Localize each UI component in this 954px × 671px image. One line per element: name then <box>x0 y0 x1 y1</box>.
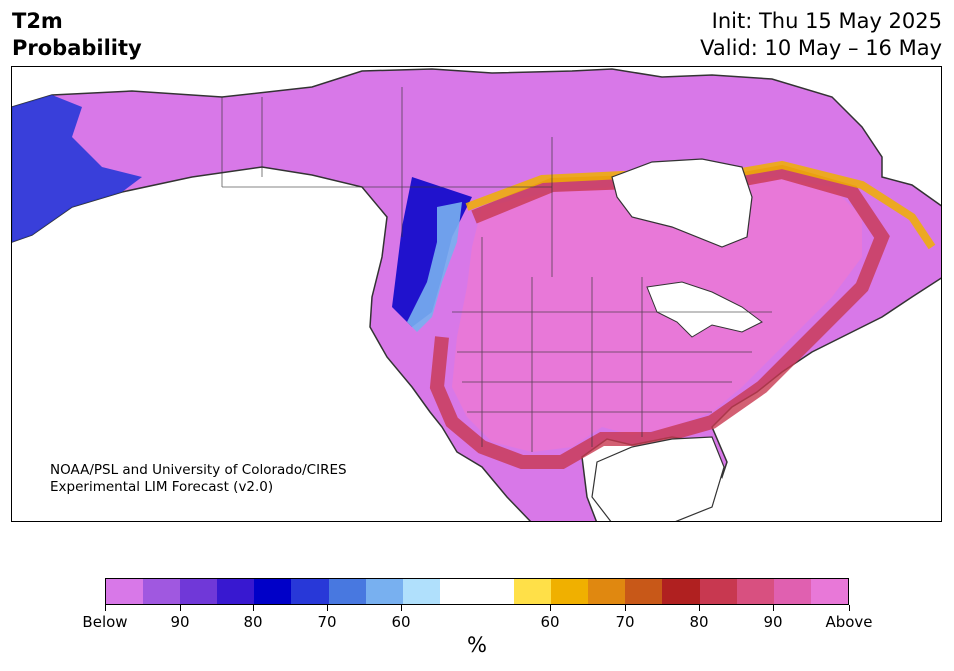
colorbar-tick-label: 90 <box>763 613 783 631</box>
credit-line-2: Experimental LIM Forecast (v2.0) <box>50 479 274 495</box>
colorbar-segment <box>365 579 403 604</box>
colorbar-segment <box>291 579 329 604</box>
title-line-2: Probability <box>12 36 142 60</box>
colorbar-segment <box>625 579 663 604</box>
valid-range: Valid: 10 May – 16 May <box>700 36 942 60</box>
colorbar-segment <box>217 579 255 604</box>
colorbar-segment <box>402 579 440 604</box>
colorbar-segment <box>773 579 811 604</box>
colorbar-tick <box>253 605 254 611</box>
colorbar-tick <box>550 605 551 611</box>
colorbar-tick-label: 80 <box>243 613 263 631</box>
credit-line-1: NOAA/PSL and University of Colorado/CIRE… <box>50 462 347 478</box>
title-line-1: T2m <box>12 9 63 33</box>
colorbar-tick-label: 60 <box>391 613 411 631</box>
warm-region-core <box>452 177 862 452</box>
colorbar-tick-label: Below <box>82 613 128 631</box>
colorbar-tick <box>699 605 700 611</box>
probability-map <box>12 68 941 521</box>
warm-ring-orange <box>465 160 936 250</box>
colorbar-tick-label: 80 <box>689 613 709 631</box>
colorbar-segment <box>439 579 477 604</box>
colorbar-segment <box>588 579 626 604</box>
colorbar-segment <box>328 579 366 604</box>
colorbar-segment <box>551 579 589 604</box>
great-lakes <box>646 281 763 338</box>
state-borders <box>221 87 772 452</box>
colorbar-tick <box>625 605 626 611</box>
gulf-of-mexico <box>591 436 725 521</box>
colorbar-segment <box>662 579 700 604</box>
init-date: Init: Thu 15 May 2025 <box>711 9 942 33</box>
colorbar-tick-label: 90 <box>170 613 190 631</box>
colorbar-segment <box>180 579 218 604</box>
colorbar-tick <box>327 605 328 611</box>
colorbar-tick-label: 60 <box>540 613 560 631</box>
colorbar-segment <box>106 579 144 604</box>
cold-band <box>12 95 142 242</box>
cool-band-west <box>407 202 462 332</box>
colorbar-segment <box>143 579 181 604</box>
colorbar-unit: % <box>467 633 487 657</box>
colorbar-segment <box>514 579 552 604</box>
colorbar-segment <box>476 579 515 604</box>
colorbar-tick <box>180 605 181 611</box>
colorbar <box>105 578 849 605</box>
colorbar-tick-label: 70 <box>317 613 337 631</box>
hudson-bay <box>611 158 753 248</box>
colorbar-tick <box>105 605 106 611</box>
chart-title: T2m Probability <box>12 8 142 62</box>
colorbar-tick-label: 70 <box>615 613 635 631</box>
colorbar-tick-label: Above <box>825 613 873 631</box>
colorbar-segment <box>254 579 292 604</box>
date-info: Init: Thu 15 May 2025 Valid: 10 May – 16… <box>700 8 942 62</box>
colorbar-tick <box>773 605 774 611</box>
colorbar-segment <box>736 579 774 604</box>
credit-text: NOAA/PSL and University of Colorado/CIRE… <box>50 462 347 496</box>
colorbar-tick <box>849 605 850 611</box>
map-panel: NOAA/PSL and University of Colorado/CIRE… <box>11 66 942 522</box>
colorbar-segment <box>810 579 848 604</box>
colorbar-tick <box>401 605 402 611</box>
colorbar-segment <box>699 579 737 604</box>
